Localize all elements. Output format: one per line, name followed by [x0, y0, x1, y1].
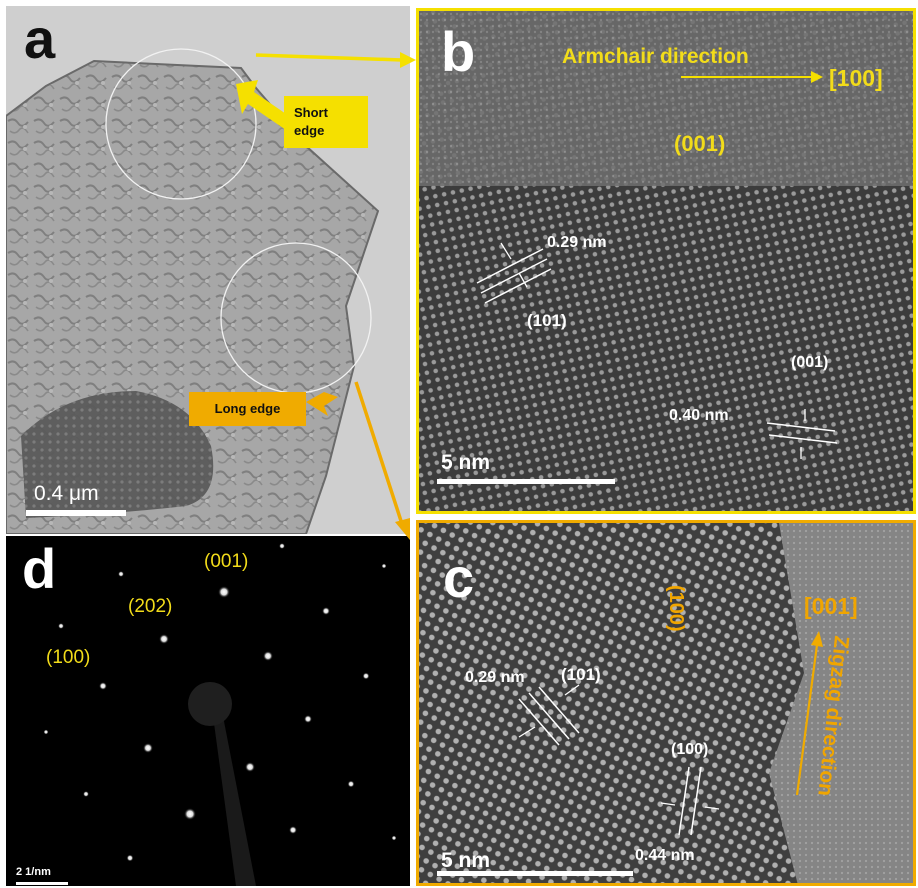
- panel-c-plane-101: (101): [561, 665, 601, 684]
- spot-label-100: (100): [46, 647, 91, 668]
- short-edge-circle: [105, 48, 257, 200]
- panel-b-scale-bar-label: 5 nm: [441, 451, 491, 474]
- panel-a-scale-bar-line: [26, 510, 126, 516]
- panel-c-letter: c: [443, 546, 475, 609]
- panel-a-letter: a: [24, 7, 56, 70]
- panel-c-scale-bar-line: [437, 871, 633, 876]
- panel-d-diffraction: [16, 543, 397, 886]
- short-edge-arrow: [236, 80, 292, 130]
- panel-c-spacing-044: 0.44 nm: [635, 847, 695, 864]
- panel-c-direction-index: [001]: [804, 593, 858, 619]
- panel-c-scale-bar-label: 5 nm: [441, 849, 491, 872]
- panel-b-hrtem-image: b Armchair direction [100] (001) 0.29 nm…: [416, 8, 916, 514]
- armchair-direction-label: Armchair direction: [562, 45, 749, 68]
- panel-c-plane-100-rotated: (100): [665, 585, 687, 632]
- panel-d-saed-pattern: d (001) (202) (100) 2 1/nm: [6, 536, 410, 886]
- panel-d-scale-bar-label: 2 1/nm: [16, 866, 51, 878]
- long-edge-label: Long edge: [189, 392, 306, 426]
- diffraction-spots: [43, 543, 397, 862]
- panel-d-scale-bar-line: [16, 882, 68, 885]
- panel-a-scale-bar-label: 0.4 μm: [34, 482, 99, 505]
- panel-c-lattice: [419, 523, 913, 883]
- panel-c-hrtem-image: c (100) [001] Zigzag direction 0.29 nm (…: [416, 520, 916, 886]
- moire-particle: [21, 391, 214, 518]
- spot-label-001: (001): [204, 551, 249, 572]
- short-edge-label: Short edge: [284, 96, 368, 148]
- spot-label-202: (202): [128, 596, 173, 617]
- panel-b-plane-001-lower: (001): [791, 354, 829, 371]
- panel-b-scale-bar-line: [437, 479, 615, 484]
- panel-b-plane-101: (101): [527, 311, 567, 330]
- panel-a-tem-image: a Short edge Long edge 0.4 μm: [6, 6, 410, 534]
- panel-c-spacing-029: 0.29 nm: [465, 669, 525, 686]
- beam-stop: [211, 701, 256, 886]
- panel-a-graphics: [6, 6, 410, 534]
- panel-b-plane-001-top: (001): [674, 131, 726, 156]
- panel-d-letter: d: [22, 537, 57, 600]
- panel-b-direction-index: [100]: [829, 65, 883, 91]
- panel-b-lattice: [419, 11, 913, 511]
- panel-b-letter: b: [441, 20, 476, 83]
- panel-c-plane-100: (100): [671, 741, 709, 758]
- panel-b-spacing-040: 0.40 nm: [669, 407, 729, 424]
- long-edge-arrow: [306, 392, 338, 416]
- panel-b-spacing-029: 0.29 nm: [547, 234, 607, 251]
- beam-stop-disc: [188, 682, 232, 726]
